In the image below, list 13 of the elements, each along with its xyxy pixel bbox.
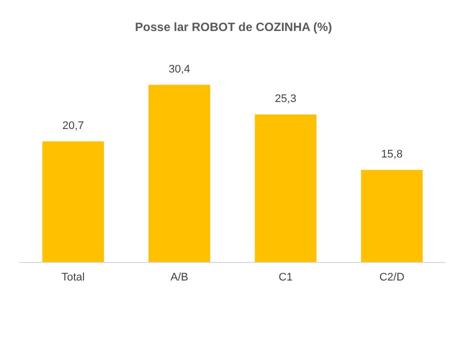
bar	[254, 114, 316, 262]
bar	[148, 84, 210, 262]
bar	[42, 141, 104, 262]
x-tick-label: C2/D	[379, 272, 404, 284]
data-label: 30,4	[168, 63, 190, 76]
data-label: 20,7	[62, 120, 84, 132]
x-tick-label: Total	[62, 272, 85, 284]
x-tick-label: A/B	[170, 272, 188, 284]
data-label: 15,8	[381, 148, 403, 160]
x-tick-label: C1	[278, 272, 293, 284]
chart-title: Posse lar ROBOT de COZINHA (%)	[135, 20, 332, 34]
data-label: 25,3	[274, 93, 296, 106]
bar	[361, 170, 423, 262]
